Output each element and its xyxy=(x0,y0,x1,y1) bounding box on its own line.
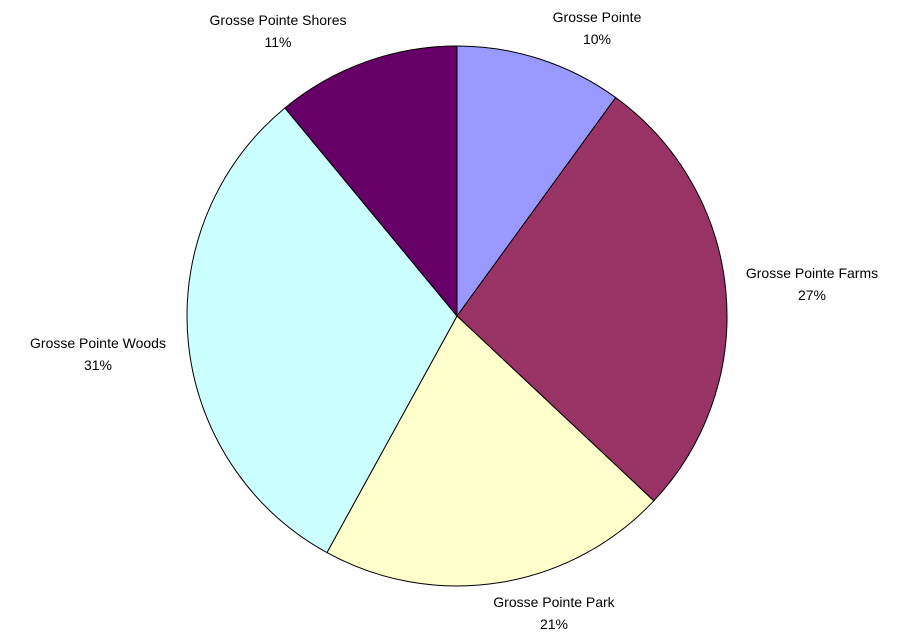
slice-percent-grosse-pointe-woods: 31% xyxy=(84,357,112,373)
slice-label-grosse-pointe-farms: Grosse Pointe Farms xyxy=(746,265,878,281)
slices-layer xyxy=(186,45,728,587)
pie-slice-grosse-pointe-park xyxy=(326,315,655,587)
slice-percent-grosse-pointe-park: 21% xyxy=(540,616,568,632)
pie-slice-grosse-pointe-woods xyxy=(186,107,458,554)
slice-label-grosse-pointe: Grosse Pointe xyxy=(553,9,642,25)
slice-label-grosse-pointe-park: Grosse Pointe Park xyxy=(493,594,615,610)
pie-slice-grosse-pointe-shores xyxy=(284,45,458,318)
slice-percent-grosse-pointe-shores: 11% xyxy=(265,34,292,50)
slice-label-grosse-pointe-woods: Grosse Pointe Woods xyxy=(30,335,166,351)
slice-percent-grosse-pointe-farms: 27% xyxy=(798,287,826,303)
pie-slice-grosse-pointe-farms xyxy=(456,96,728,502)
pie-slice-grosse-pointe xyxy=(456,45,617,318)
slice-percent-grosse-pointe: 10% xyxy=(583,31,611,47)
slice-label-grosse-pointe-shores: Grosse Pointe Shores xyxy=(210,12,347,28)
labels-layer: Grosse Pointe 10% Grosse Pointe Farms 27% Gr… xyxy=(30,9,878,632)
